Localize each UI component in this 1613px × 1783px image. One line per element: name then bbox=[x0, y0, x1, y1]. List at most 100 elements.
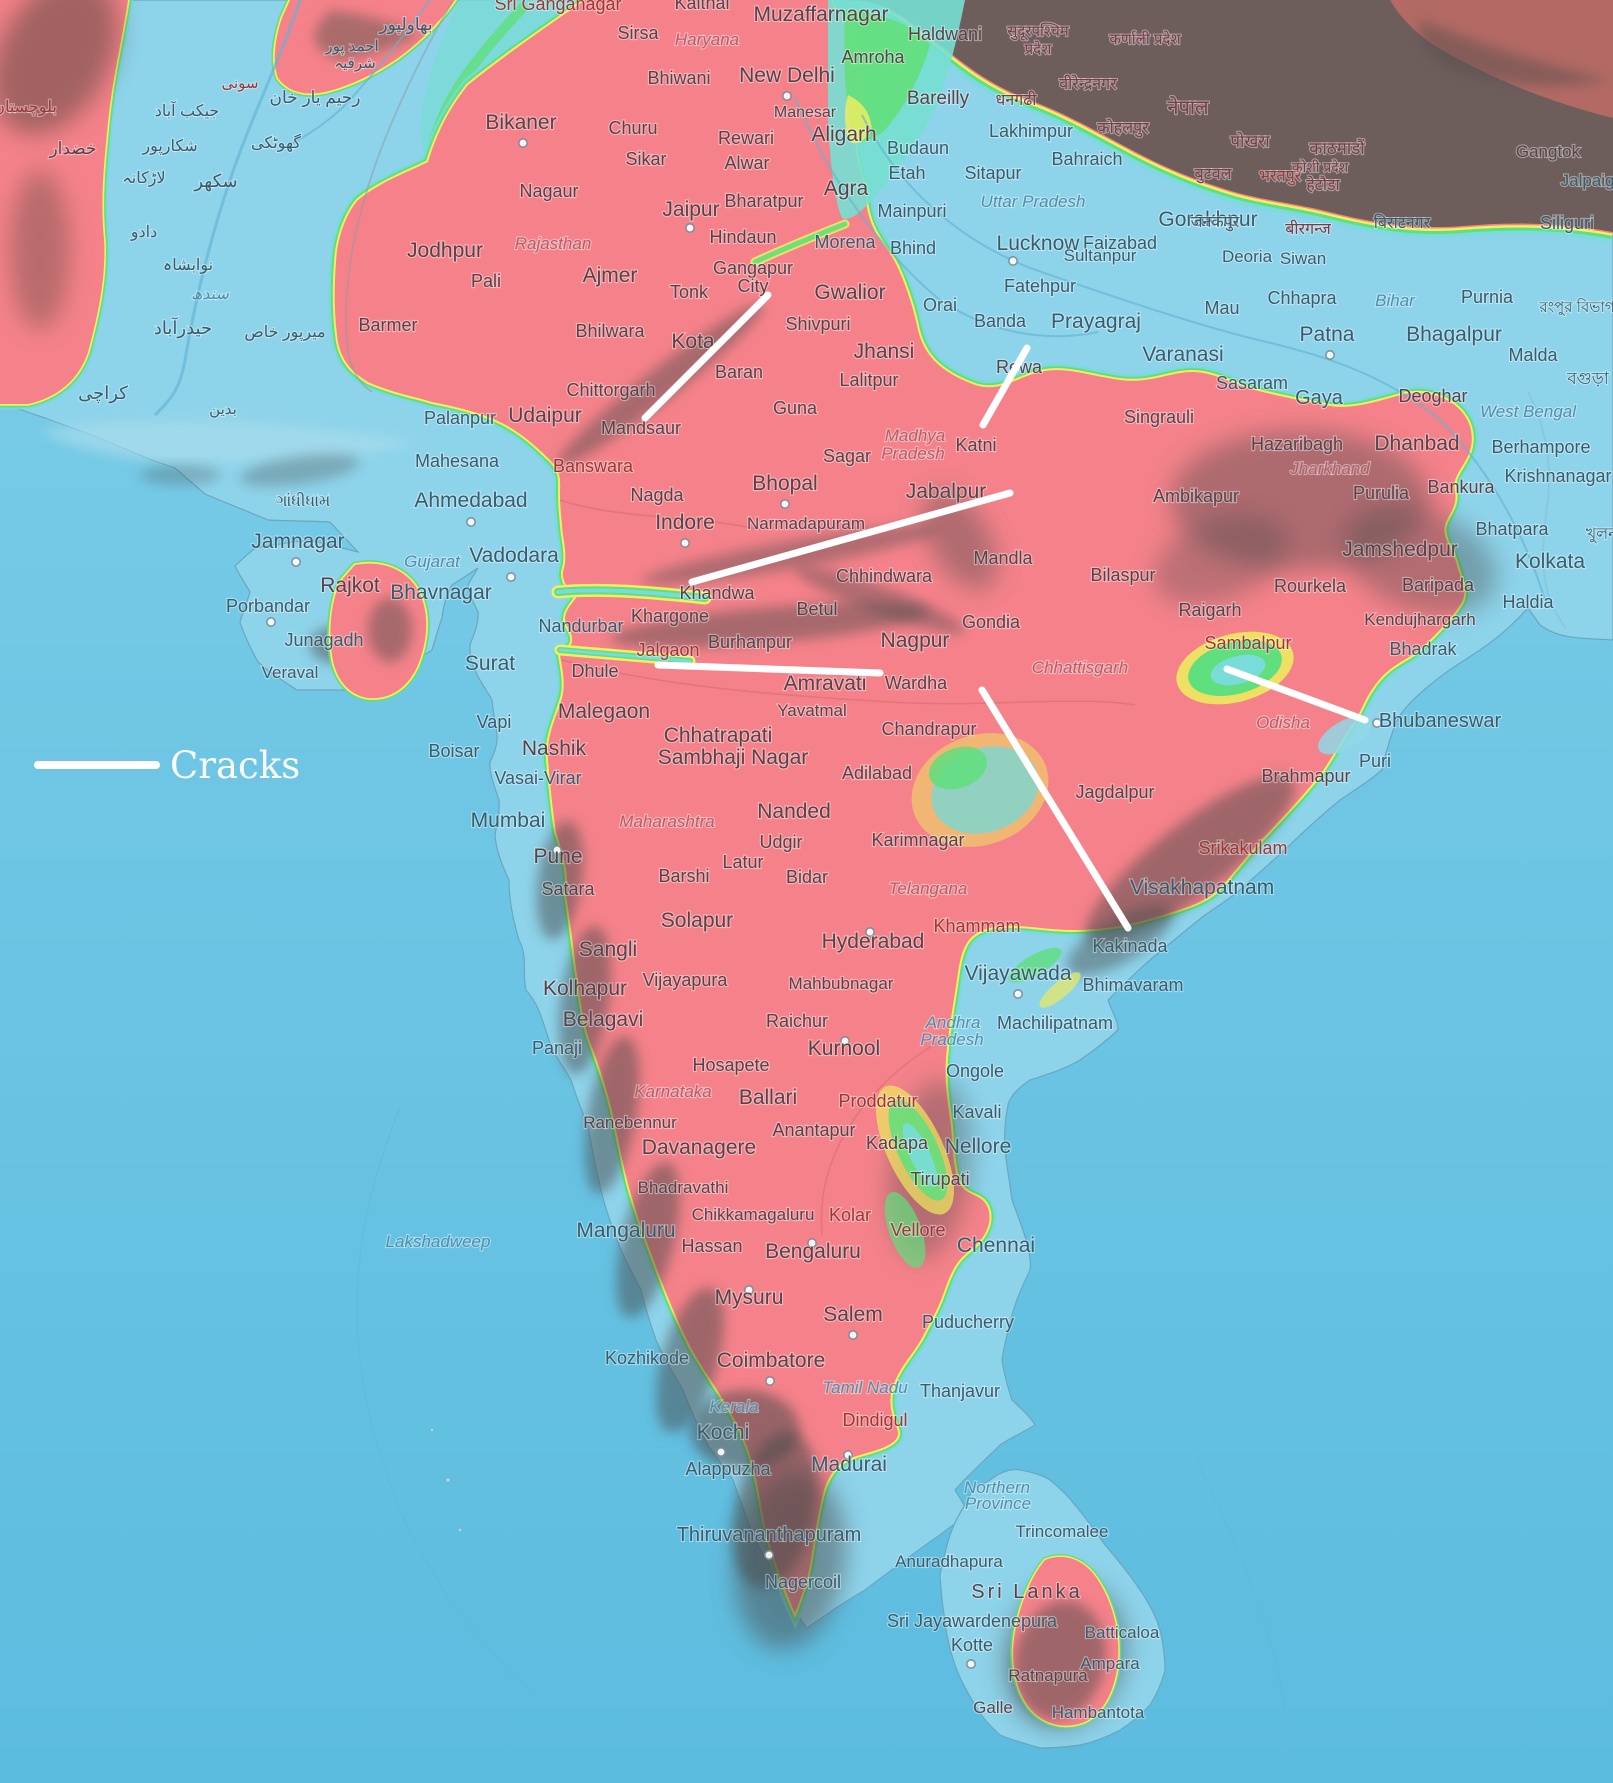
map-label: Tonk bbox=[670, 282, 709, 302]
map-label: میرپور خاص bbox=[244, 324, 325, 341]
map-label: City bbox=[738, 276, 769, 296]
map-label: Kozhikode bbox=[605, 1348, 689, 1368]
map-label: कोशी प्रदेश bbox=[1292, 159, 1349, 175]
map-label: Sagar bbox=[823, 446, 871, 466]
map-label: Adilabad bbox=[842, 763, 912, 783]
map-label: Siliguri bbox=[1540, 213, 1594, 233]
map-label: Thanjavur bbox=[920, 1381, 1000, 1401]
map-label: Varanasi bbox=[1142, 343, 1223, 366]
city-dot bbox=[290, 556, 301, 567]
terrain-shading bbox=[140, 303, 1498, 1730]
map-label: Rourkela bbox=[1274, 576, 1347, 596]
crack-line bbox=[979, 344, 1031, 429]
map-label: Salem bbox=[823, 1303, 883, 1326]
map-label: Batticaloa bbox=[1085, 1623, 1160, 1642]
map-label: Vijayapura bbox=[643, 970, 729, 990]
map-label: Latur bbox=[722, 852, 763, 872]
map-label: Maharashtra bbox=[619, 812, 714, 831]
map-label: Sangli bbox=[579, 938, 637, 961]
city-dot bbox=[1372, 717, 1383, 728]
map-label: Raichur bbox=[766, 1011, 828, 1031]
city-dot bbox=[679, 537, 690, 548]
map-label: Sitapur bbox=[964, 163, 1021, 183]
map-label: نوابشاہ bbox=[163, 257, 213, 274]
legend-label: Cracks bbox=[170, 744, 300, 787]
map-label: Province bbox=[965, 1494, 1031, 1513]
map-label: Kotte bbox=[951, 1635, 993, 1655]
map-label: Bareilly bbox=[907, 88, 970, 109]
rivers bbox=[153, 0, 1567, 629]
city-dot bbox=[781, 91, 792, 102]
map-label: Thiruvananthapuram bbox=[677, 1524, 862, 1546]
map-label: Kerala bbox=[709, 1397, 758, 1416]
map-label: Palanpur bbox=[424, 408, 496, 428]
map-label: بلوچستان bbox=[0, 99, 57, 116]
map-label: Jodhpur bbox=[407, 239, 483, 262]
map-label: Sri Ganganagar bbox=[494, 0, 621, 14]
map-label: Chittorgarh bbox=[566, 380, 655, 400]
map-label: Sri Lanka bbox=[971, 1581, 1083, 1603]
map-label: Wardha bbox=[885, 673, 948, 693]
map-label: Burhanpur bbox=[708, 632, 792, 652]
map-label: حیدرآباد bbox=[154, 317, 212, 339]
map-label: Uttar Pradesh bbox=[981, 192, 1086, 211]
map-label: Bhadravathi bbox=[638, 1178, 729, 1197]
city-dot bbox=[743, 1285, 754, 1296]
map-label: Mahbubnagar bbox=[789, 974, 894, 993]
map-label: Ongole bbox=[946, 1061, 1004, 1081]
map-label: Sri Jayawardenepura bbox=[887, 1611, 1058, 1631]
crack-line bbox=[641, 291, 772, 422]
map-label: Kota bbox=[671, 330, 715, 353]
map-label: Jharkhand bbox=[1289, 459, 1370, 478]
map-label: Gondia bbox=[962, 612, 1021, 632]
city-dot bbox=[1012, 988, 1023, 999]
map-label: Alappuzha bbox=[685, 1459, 771, 1479]
map-label: Ballari bbox=[739, 1086, 797, 1109]
map-label: Galle bbox=[973, 1698, 1013, 1717]
map-label: Ajmer bbox=[583, 264, 638, 287]
map-label: Kolkata bbox=[1515, 550, 1585, 573]
map-label: Chhapra bbox=[1267, 288, 1337, 308]
map-label: Mandsaur bbox=[601, 418, 681, 438]
map-label: Surat bbox=[465, 652, 515, 675]
map-label: Barmer bbox=[358, 315, 417, 335]
crack-lines bbox=[641, 291, 1369, 932]
map-label: Bhiwani bbox=[647, 68, 710, 88]
state-borders bbox=[559, 499, 1136, 1236]
map-label: Porbandar bbox=[226, 596, 310, 616]
city-dot bbox=[1325, 349, 1336, 360]
map-label: Tamil Nadu bbox=[822, 1378, 908, 1397]
map-label: Karimnagar bbox=[871, 830, 964, 850]
map-label: Panaji bbox=[532, 1038, 582, 1058]
crack-line bbox=[1223, 665, 1369, 724]
map-label: Bharatpur bbox=[724, 191, 803, 211]
map-label: Kakinada bbox=[1092, 936, 1168, 956]
map-label: Gaya bbox=[1295, 387, 1344, 409]
map-label: Bidar bbox=[786, 867, 828, 887]
map-label: Gujarat bbox=[404, 552, 461, 571]
map-label: Chhindwara bbox=[836, 566, 933, 586]
map-label: Gangapur bbox=[713, 258, 793, 278]
map-label: Chandrapur bbox=[881, 719, 976, 739]
balochistan-mountains bbox=[0, 0, 143, 404]
map-label: Sirsa bbox=[617, 23, 659, 43]
map-label: Mumbai bbox=[471, 809, 546, 832]
city-dot bbox=[684, 223, 695, 234]
map-label: Bhilwara bbox=[575, 321, 645, 341]
map-label: Solapur bbox=[661, 909, 733, 932]
map-label: Bhadrak bbox=[1389, 639, 1457, 659]
city-dot bbox=[465, 516, 476, 527]
map-label: احمد پور bbox=[324, 38, 378, 55]
map-label: Jalgaon bbox=[636, 640, 699, 660]
map-label: Ambikapur bbox=[1153, 486, 1239, 506]
map-label: سندھ bbox=[191, 286, 229, 303]
map-label: Anantapur bbox=[772, 1120, 855, 1140]
map-label: हेटौडा bbox=[1306, 175, 1340, 194]
map-label: Chhattisgarh bbox=[1032, 658, 1128, 677]
city-dot bbox=[763, 1550, 774, 1561]
map-label: لاڑکانہ bbox=[122, 170, 165, 187]
map-label: Jaipur bbox=[662, 198, 719, 221]
map-label: Ahmedabad bbox=[414, 489, 527, 512]
city-dot bbox=[864, 926, 875, 937]
map-label: जनकपुर bbox=[1191, 214, 1240, 232]
